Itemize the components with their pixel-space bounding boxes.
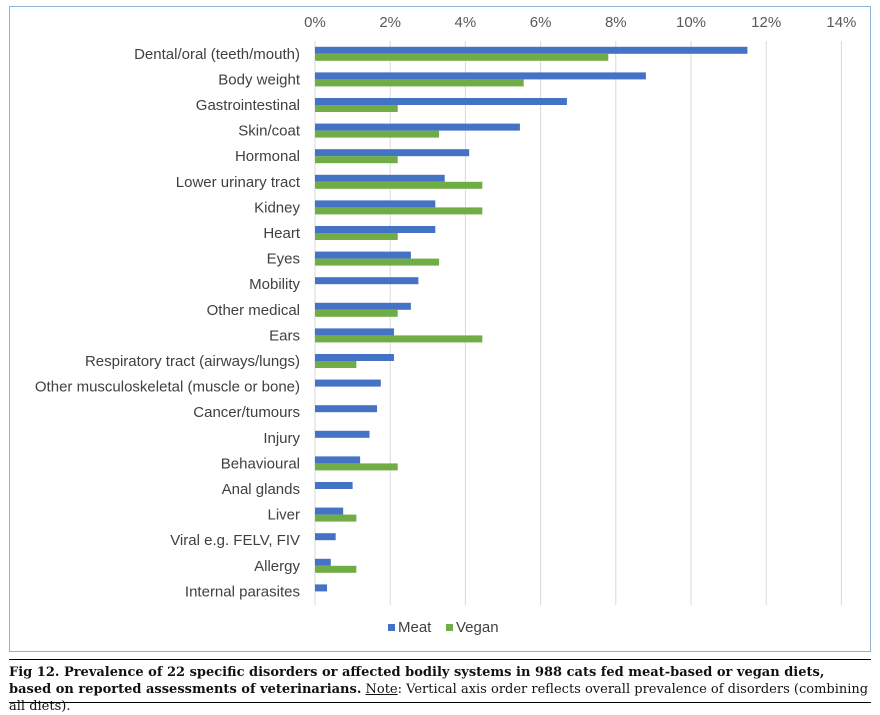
- category-label: Mobility: [249, 276, 300, 293]
- category-label: Liver: [267, 507, 300, 524]
- bar-meat: [315, 405, 378, 413]
- bar-meat: [315, 251, 411, 259]
- category-label: Heart: [263, 225, 301, 242]
- bar-meat: [315, 558, 331, 566]
- bar-vegan: [315, 181, 483, 189]
- category-label: Eyes: [267, 251, 300, 268]
- bar-vegan: [315, 361, 357, 368]
- bar-vegan: [315, 565, 357, 573]
- category-label: Cancer/tumours: [193, 404, 300, 421]
- bar-meat: [315, 430, 370, 438]
- category-label: Dental/oral (teeth/mouth): [134, 46, 300, 63]
- bar-meat: [315, 456, 361, 464]
- category-label: Skin/coat: [238, 123, 301, 140]
- bar-meat: [315, 72, 646, 80]
- bar-meat: [315, 482, 353, 489]
- category-label: Gastrointestinal: [196, 97, 300, 114]
- category-label: Other musculoskeletal (muscle or bone): [35, 379, 300, 396]
- caption-rule-top: [9, 659, 871, 660]
- caption-title: Prevalence of 22 specific disorders or a…: [9, 665, 825, 697]
- category-label: Allergy: [254, 558, 300, 575]
- bar-meat: [315, 533, 336, 541]
- bars: [315, 46, 748, 592]
- category-label: Injury: [263, 430, 300, 447]
- bar-vegan: [315, 207, 483, 215]
- category-label: Kidney: [254, 199, 300, 216]
- category-label: Internal parasites: [185, 583, 300, 600]
- legend: Meat Vegan: [388, 619, 499, 636]
- caption-rule-bottom: [9, 702, 871, 703]
- bar-vegan: [315, 53, 609, 61]
- x-tick-label: 14%: [826, 14, 856, 31]
- category-label: Hormonal: [235, 148, 300, 165]
- bar-meat: [315, 328, 394, 336]
- bar-vegan: [315, 309, 398, 317]
- bar-vegan: [315, 514, 357, 522]
- bar-meat: [315, 507, 344, 515]
- x-tick-label: 6%: [530, 14, 552, 31]
- bar-vegan: [315, 130, 440, 138]
- figure-caption: Fig 12. Prevalence of 22 specific disord…: [9, 664, 871, 715]
- bar-meat: [315, 174, 445, 182]
- bar-meat: [315, 226, 436, 233]
- bar-vegan: [315, 233, 398, 240]
- bar-meat: [315, 277, 419, 285]
- bar-vegan: [315, 463, 398, 471]
- legend-label-meat: Meat: [398, 619, 432, 636]
- x-tick-label: 2%: [379, 14, 401, 31]
- bar-meat: [315, 46, 748, 54]
- bar-vegan: [315, 156, 398, 164]
- x-tick-label: 4%: [455, 14, 477, 31]
- bar-meat: [315, 584, 328, 592]
- bar-vegan: [315, 335, 483, 343]
- bar-vegan: [315, 105, 398, 112]
- legend-label-vegan: Vegan: [456, 619, 499, 636]
- x-tick-label: 0%: [304, 14, 326, 31]
- bar-chart: 0% 2% 4% 6% 8% 10% 12% 14% Dental/oral (teeth/m…: [35, 14, 857, 636]
- category-label: Ears: [269, 327, 300, 344]
- bar-meat: [315, 123, 520, 131]
- chart-frame: 0% 2% 4% 6% 8% 10% 12% 14% Dental/oral (teeth/m…: [9, 6, 871, 652]
- category-label: Lower urinary tract: [176, 174, 301, 191]
- category-label: Body weight: [218, 71, 301, 88]
- category-label: Respiratory tract (airways/lungs): [85, 353, 300, 370]
- x-tick-label: 12%: [751, 14, 781, 31]
- bar-meat: [315, 98, 567, 105]
- legend-swatch-meat: [388, 624, 395, 631]
- bar-meat: [315, 149, 470, 157]
- x-tick-label: 8%: [605, 14, 627, 31]
- y-axis-categories: Dental/oral (teeth/mouth) Body weight Gast…: [35, 46, 301, 601]
- legend-swatch-vegan: [446, 624, 453, 631]
- category-label: Other medical: [207, 302, 300, 319]
- bar-vegan: [315, 79, 524, 87]
- category-label: Viral e.g. FELV, FIV: [170, 532, 300, 549]
- caption-note-label: Note: [365, 682, 398, 697]
- x-tick-label: 10%: [676, 14, 706, 31]
- bar-vegan: [315, 258, 440, 266]
- category-label: Behavioural: [221, 455, 300, 472]
- bar-meat: [315, 200, 436, 208]
- x-axis-ticks: 0% 2% 4% 6% 8% 10% 12% 14%: [304, 14, 856, 31]
- category-label: Anal glands: [222, 481, 300, 498]
- caption-label: Fig 12.: [9, 665, 60, 680]
- bar-meat: [315, 354, 394, 361]
- bar-meat: [315, 302, 411, 310]
- bar-meat: [315, 379, 381, 387]
